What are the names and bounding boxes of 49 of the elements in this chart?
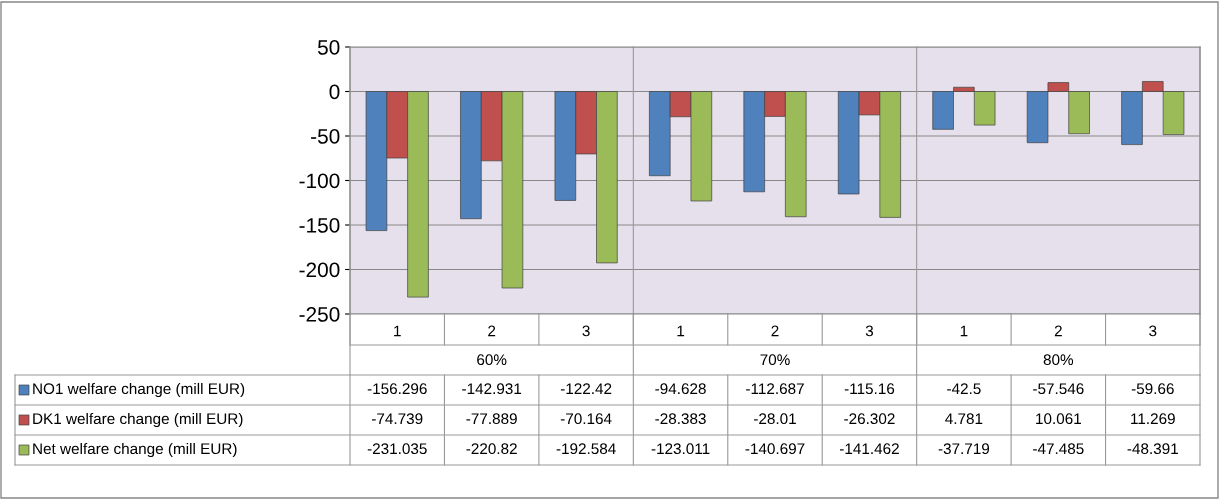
data-label: -231.035	[367, 443, 427, 455]
data-label: -141.462	[839, 443, 899, 455]
data-label: -220.82	[466, 443, 517, 455]
x-tick-label: 2	[771, 325, 779, 337]
data-label: -48.391	[1127, 443, 1178, 455]
data-label: -47.485	[1033, 443, 1084, 455]
data-label: 11.269	[1131, 413, 1175, 425]
data-label: -59.66	[1131, 383, 1174, 395]
x-tick-label: 3	[1149, 325, 1157, 337]
legend-label: DK1 welfare change (mill EUR)	[33, 412, 243, 428]
data-label: -37.719	[938, 443, 990, 455]
legend-label: NO1 welfare change (mill EUR)	[33, 382, 245, 398]
y-tick-label: 0	[329, 84, 340, 100]
y-tick-label: -250	[299, 307, 340, 322]
data-label: -70.164	[560, 413, 612, 425]
data-label: -94.628	[655, 383, 706, 395]
x-tick-label: 1	[394, 325, 401, 337]
data-label: -142.931	[462, 383, 522, 395]
data-label: -26.302	[844, 413, 895, 425]
x-tick-label: 1	[677, 325, 685, 337]
x-tick-label: 3	[865, 325, 874, 337]
data-label: -140.697	[745, 443, 805, 455]
y-tick-label: -200	[299, 262, 340, 278]
data-label: -74.739	[371, 413, 423, 425]
text: 60%	[477, 354, 507, 366]
y-tick-label: -150	[299, 218, 340, 233]
data-label: -192.584	[556, 443, 616, 455]
x-tick-label: 2	[488, 325, 496, 337]
text: 80%	[1043, 354, 1074, 366]
data-label: 10.061	[1036, 413, 1081, 425]
data-label: -57.546	[1033, 383, 1084, 395]
data-label: -156.296	[367, 383, 427, 395]
data-label: -122.42	[560, 383, 612, 394]
data-label: -77.889	[466, 413, 517, 425]
legend-label: Net welfare change (mill EUR)	[33, 442, 237, 458]
data-label: -42.5	[947, 383, 981, 395]
x-tick-label: 3	[582, 325, 590, 337]
data-label: -28.383	[655, 413, 706, 425]
data-label: -112.687	[746, 383, 804, 395]
y-tick-label: -50	[311, 129, 340, 144]
data-label: -28.01	[754, 413, 796, 425]
y-tick-label: 50	[317, 40, 340, 55]
data-label: -123.011	[651, 443, 710, 455]
y-tick-label: -100	[299, 173, 340, 189]
data-label: -115.16	[844, 383, 895, 395]
x-tick-label: 1	[960, 325, 968, 337]
x-tick-label: 2	[1054, 325, 1062, 337]
text: 70%	[760, 354, 790, 366]
data-label: 4.781	[945, 413, 983, 425]
